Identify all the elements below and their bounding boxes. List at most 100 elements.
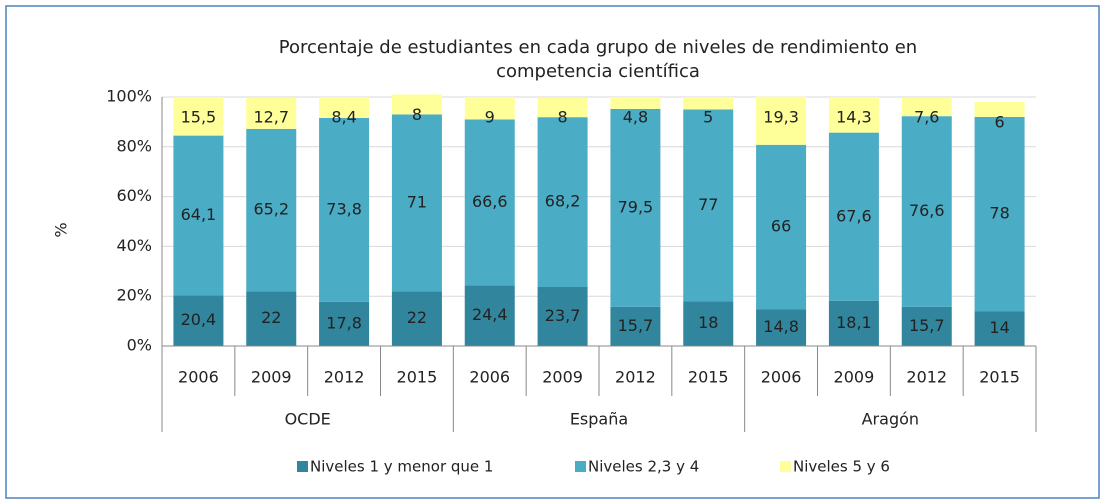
group-label: Aragón xyxy=(862,410,919,429)
data-label: 18,1 xyxy=(836,313,872,332)
data-label: 66,6 xyxy=(472,192,508,211)
legend-swatch xyxy=(575,461,586,472)
y-tick-label: 0% xyxy=(127,336,152,355)
bar-segment xyxy=(828,97,879,133)
frame xyxy=(5,5,1100,499)
group-label: OCDE xyxy=(285,410,331,429)
y-tick-label: 60% xyxy=(116,186,152,205)
bar-segment xyxy=(319,97,370,118)
legend-swatch xyxy=(780,461,791,472)
data-label: 65,2 xyxy=(253,200,289,219)
data-label: 23,7 xyxy=(545,306,581,325)
data-label: 78 xyxy=(989,204,1009,223)
data-label: 24,4 xyxy=(472,305,508,324)
y-axis-label: % xyxy=(52,222,71,237)
y-tick-label: 20% xyxy=(116,286,152,305)
bar-segment xyxy=(319,117,370,302)
bar-segment xyxy=(246,97,297,129)
chart-title: Porcentaje de estudiantes en cada grupo … xyxy=(278,37,918,82)
bar-segment xyxy=(756,309,807,346)
bar-segment xyxy=(391,94,442,115)
legend-label: Niveles 5 y 6 xyxy=(793,458,890,476)
bar-segment xyxy=(173,295,224,346)
data-label: 66 xyxy=(771,216,791,235)
data-label: 8 xyxy=(412,105,422,124)
bar-segment xyxy=(391,114,442,292)
bar-segment xyxy=(464,97,515,120)
bar-segment xyxy=(537,286,588,346)
bar-segment xyxy=(464,285,515,346)
data-label: 20,4 xyxy=(181,310,217,329)
y-tick-label: 100% xyxy=(106,87,152,106)
legend-label: Niveles 2,3 y 4 xyxy=(588,458,699,476)
bar-segment xyxy=(610,306,661,346)
data-label: 79,5 xyxy=(618,197,654,216)
data-label: 4,8 xyxy=(623,108,648,127)
bar-segment xyxy=(974,311,1025,346)
x-tick-label: 2009 xyxy=(834,368,875,387)
bar-segment xyxy=(901,116,952,307)
data-label: 12,7 xyxy=(253,108,289,127)
bar-segment xyxy=(756,144,807,310)
y-tick-label: 40% xyxy=(116,236,152,255)
legend-swatch xyxy=(297,461,308,472)
data-label: 14 xyxy=(989,318,1009,337)
x-tick-label: 2009 xyxy=(251,368,292,387)
data-label: 22 xyxy=(407,308,427,327)
data-label: 17,8 xyxy=(326,313,362,332)
bar-segment xyxy=(828,132,879,301)
data-label: 7,6 xyxy=(914,108,939,127)
bar-segment xyxy=(974,116,1025,312)
data-label: 9 xyxy=(485,108,495,127)
data-label: 14,3 xyxy=(836,108,872,127)
bar-segment xyxy=(464,119,515,286)
group-label: España xyxy=(570,410,628,429)
data-label: 64,1 xyxy=(181,205,217,224)
x-tick-label: 2015 xyxy=(688,368,729,387)
data-label: 19,3 xyxy=(763,107,799,126)
data-label: 5 xyxy=(703,108,713,127)
bar-segment xyxy=(828,300,879,346)
bar-segment xyxy=(756,96,807,145)
x-tick-label: 2006 xyxy=(761,368,802,387)
legend-label: Niveles 1 y menor que 1 xyxy=(310,458,493,476)
bar-segment xyxy=(173,97,224,136)
bar-segment xyxy=(901,97,952,117)
bar-segment xyxy=(974,101,1025,117)
data-label: 22 xyxy=(261,308,281,327)
bar-segment xyxy=(683,109,734,302)
x-tick-label: 2006 xyxy=(178,368,219,387)
bar-segment xyxy=(901,306,952,346)
bar-segment xyxy=(610,108,661,307)
x-tick-label: 2015 xyxy=(397,368,438,387)
x-tick-label: 2015 xyxy=(979,368,1020,387)
bar-segment xyxy=(173,135,224,296)
data-label: 76,6 xyxy=(909,201,945,220)
data-label: 77 xyxy=(698,195,718,214)
bar-segment xyxy=(246,128,297,292)
x-tick-label: 2006 xyxy=(469,368,510,387)
x-tick-label: 2012 xyxy=(615,368,656,387)
bar-segment xyxy=(683,97,734,110)
bar-segment xyxy=(319,301,370,346)
x-tick-label: 2012 xyxy=(906,368,947,387)
data-label: 8 xyxy=(557,108,567,127)
data-label: 68,2 xyxy=(545,192,581,211)
data-label: 15,7 xyxy=(618,316,654,335)
data-label: 67,6 xyxy=(836,206,872,225)
data-label: 6 xyxy=(994,112,1004,131)
bar-segment xyxy=(610,97,661,109)
y-tick-label: 80% xyxy=(116,136,152,155)
data-label: 15,7 xyxy=(909,316,945,335)
bar-segment xyxy=(391,291,442,346)
data-label: 14,8 xyxy=(763,317,799,336)
bar-segment xyxy=(537,97,588,118)
x-tick-label: 2009 xyxy=(542,368,583,387)
data-label: 15,5 xyxy=(181,108,217,127)
data-label: 73,8 xyxy=(326,199,362,218)
x-tick-label: 2012 xyxy=(324,368,365,387)
data-label: 8,4 xyxy=(331,108,356,127)
data-label: 71 xyxy=(407,192,427,211)
